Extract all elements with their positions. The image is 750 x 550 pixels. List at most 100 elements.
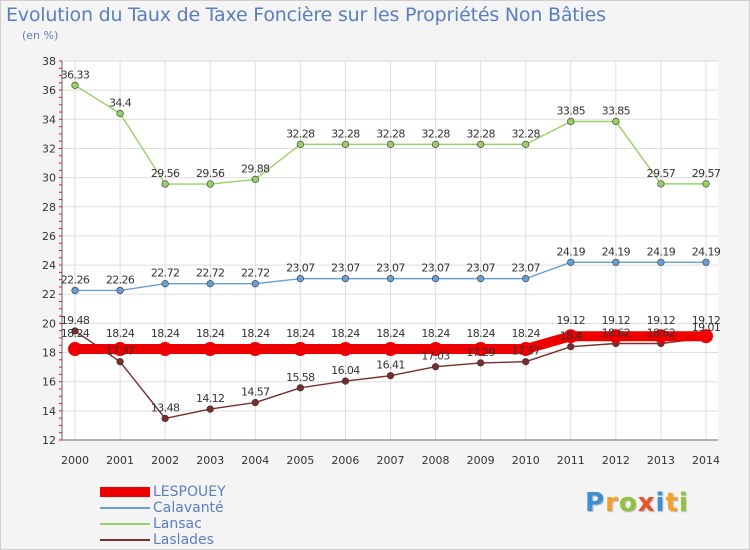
y-tick-label: 36: [42, 84, 56, 97]
x-tick-label: 2013: [647, 454, 675, 467]
data-point: [518, 342, 533, 357]
data-label: 22.72: [151, 267, 180, 280]
legend-swatch: [100, 523, 150, 525]
logo-letter: P: [585, 488, 606, 518]
logo-letter: i: [655, 488, 666, 518]
data-label: 22.26: [106, 273, 135, 286]
legend-swatch: [100, 507, 150, 509]
data-label: 33.85: [602, 104, 631, 117]
data-point: [567, 258, 575, 266]
axis-layer: 12 14 16 18 20 22 24 26 28 30 32 34 36 38 2000 2001 2002…: [42, 55, 720, 467]
y-tick-label: 22: [42, 288, 56, 301]
data-label: 16.41: [376, 359, 405, 372]
data-point: [431, 140, 440, 148]
data-point: [296, 275, 304, 283]
data-label: 29.57: [647, 167, 676, 180]
x-tick-label: 2009: [467, 454, 495, 467]
data-point: [477, 275, 485, 283]
data-label: 18.62: [647, 327, 676, 340]
x-tick-label: 2003: [196, 454, 224, 467]
data-label: 19.12: [692, 314, 721, 327]
data-label: 32.28: [421, 127, 450, 140]
x-tick-label: 2008: [422, 454, 450, 467]
data-label: 24.19: [647, 245, 676, 258]
legend-label: Calavanté: [153, 500, 224, 516]
data-point: [653, 329, 668, 344]
data-point: [522, 140, 530, 148]
data-point: [116, 109, 124, 118]
data-point: [341, 377, 350, 385]
data-point: [293, 342, 308, 357]
data-point: [71, 286, 79, 295]
data-point: [522, 358, 530, 366]
proxiti-logo: Proxiti: [585, 488, 689, 518]
data-label: 17.37: [511, 345, 540, 358]
data-label: 23.07: [376, 262, 405, 275]
data-point: [657, 258, 665, 266]
legend-label: LESPOUEY: [153, 484, 226, 500]
data-point: [383, 342, 398, 357]
data-point: [612, 258, 620, 266]
data-label: 17.37: [106, 345, 135, 358]
data-label: 18.24: [151, 327, 180, 340]
data-label: 22.26: [61, 273, 90, 286]
data-label: 23.07: [286, 262, 315, 275]
data-label: 18.24: [466, 327, 495, 340]
logo-letter: i: [678, 488, 689, 518]
data-point: [428, 342, 443, 357]
data-point: [341, 275, 350, 283]
data-label: 24.19: [692, 245, 721, 258]
data-label: 32.28: [466, 127, 495, 140]
data-label: 32.28: [286, 127, 315, 140]
data-point: [473, 342, 488, 357]
data-label: 29.56: [196, 167, 225, 180]
data-label: 19.12: [557, 314, 586, 327]
data-label: 34.4: [109, 96, 132, 109]
data-label: 18.62: [602, 327, 631, 340]
data-label-layer: 18.24 18.24 18.24 18.24 18.24 18.24 18.24 18.24…: [61, 68, 722, 414]
data-point: [296, 384, 304, 392]
data-point: [563, 329, 578, 344]
data-label: 14.12: [196, 392, 225, 405]
data-point: [699, 329, 713, 344]
data-label: 15.58: [286, 371, 315, 384]
data-point: [338, 342, 353, 357]
data-label: 29.88: [241, 162, 270, 175]
x-tick-label: 2007: [377, 454, 405, 467]
data-label: 24.19: [602, 245, 631, 258]
data-point: [612, 117, 620, 126]
data-point: [206, 180, 214, 188]
data-label: 29.57: [692, 167, 721, 180]
data-label: 23.07: [331, 262, 360, 275]
data-label: 19.12: [647, 314, 676, 327]
data-point: [116, 286, 124, 295]
x-tick-label: 2001: [106, 454, 134, 467]
data-point: [477, 140, 485, 148]
data-point: [657, 180, 665, 188]
x-tick-label: 2005: [286, 454, 314, 467]
data-label: 18.24: [376, 327, 405, 340]
data-label: 29.56: [151, 167, 180, 180]
data-point: [702, 258, 710, 266]
legend-label: Laslades: [153, 532, 214, 548]
data-point: [203, 342, 218, 357]
data-point: [386, 140, 395, 148]
data-label: 32.28: [331, 127, 360, 140]
y-tick-label: 30: [42, 172, 56, 185]
x-tick-label: 2002: [151, 454, 179, 467]
data-label: 18.24: [331, 327, 360, 340]
data-label: 17.29: [466, 346, 495, 359]
data-label: 14.57: [241, 386, 270, 399]
logo-letter: r: [605, 488, 619, 518]
y-tick-label: 28: [42, 201, 56, 214]
data-point: [116, 358, 124, 366]
y-tick-label: 38: [42, 55, 56, 68]
data-point: [477, 359, 485, 367]
data-label: 33.85: [557, 104, 586, 117]
data-label: 24.19: [557, 245, 586, 258]
y-axis-unit: (en %): [22, 29, 59, 42]
legend-swatch: [100, 539, 150, 541]
data-label: 22.72: [196, 267, 225, 280]
y-tick-label: 14: [42, 405, 56, 418]
data-label: 18.24: [286, 327, 315, 340]
